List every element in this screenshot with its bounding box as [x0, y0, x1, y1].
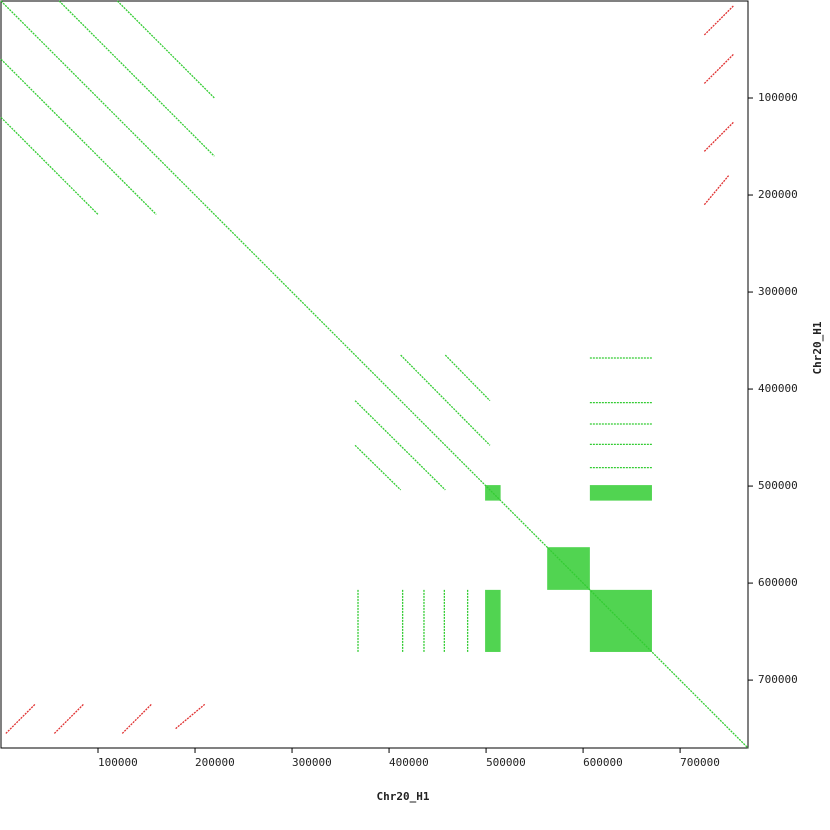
x-tick-label: 700000	[680, 756, 720, 769]
x-tick-label: 500000	[486, 756, 526, 769]
reverse-alignment	[53, 703, 84, 734]
forward-alignment	[0, 58, 157, 215]
forward-alignment	[0, 0, 749, 749]
alignment-block	[589, 485, 652, 501]
y-tick-label: 500000	[758, 479, 798, 492]
reverse-alignment	[703, 5, 734, 36]
reverse-alignment	[703, 121, 734, 152]
y-tick-label: 300000	[758, 285, 798, 298]
reverse-alignment	[175, 703, 206, 730]
forward-alignment	[0, 116, 99, 215]
x-tick-label: 600000	[583, 756, 623, 769]
x-tick-label: 100000	[98, 756, 138, 769]
alignment-block	[485, 589, 501, 652]
y-axis-label: Chr20_H1	[811, 321, 824, 374]
y-tick-label: 400000	[758, 382, 798, 395]
x-tick-label: 300000	[292, 756, 332, 769]
forward-alignment	[400, 354, 491, 446]
y-tick-label: 600000	[758, 576, 798, 589]
forward-alignment	[58, 0, 215, 157]
x-axis-label: Chr20_H1	[377, 790, 430, 803]
y-tick-label: 700000	[758, 673, 798, 686]
forward-alignment	[444, 354, 491, 402]
reverse-alignment	[703, 53, 734, 84]
forward-alignment	[354, 444, 402, 491]
forward-alignment	[116, 0, 215, 99]
reverse-alignment	[703, 175, 730, 206]
x-tick-label: 400000	[389, 756, 429, 769]
x-tick-label: 200000	[195, 756, 235, 769]
reverse-alignment	[5, 703, 36, 734]
y-tick-label: 200000	[758, 188, 798, 201]
y-tick-label: 100000	[758, 91, 798, 104]
reverse-alignment	[121, 703, 152, 734]
forward-alignment	[354, 400, 446, 491]
